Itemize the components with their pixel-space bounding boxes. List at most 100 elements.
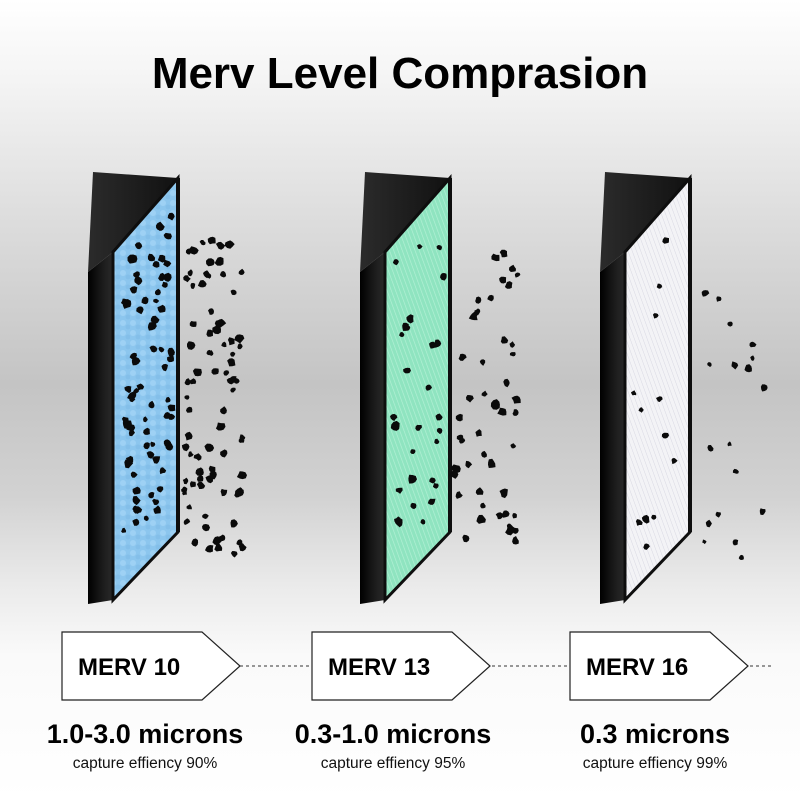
filter-panel [600,172,692,604]
dust-particle [158,272,166,281]
dust-particle [436,428,443,435]
dust-particle [509,352,516,357]
dust-particle [121,416,129,424]
dust-particle [207,236,216,245]
dust-particle [189,321,197,327]
dust-particle [223,370,230,376]
dust-particle [459,438,466,444]
dust-particle [425,384,432,391]
filter-panel [88,172,180,604]
micron-range: 1.0-3.0 microns [46,719,244,749]
caption-merv-16: 0.3 microns capture effiency 99% [530,718,780,776]
dust-particle [148,400,155,409]
dust-particle [129,352,137,359]
dust-particle [415,424,422,431]
dust-particle [505,525,514,536]
dust-particle [150,441,156,447]
dust-particle [436,245,442,251]
dust-particle [205,273,212,279]
dust-particle [204,443,215,452]
dust-particle [406,314,414,324]
dust-particle [732,468,739,474]
dust-particle [157,254,166,263]
dust-particle [147,322,157,331]
dust-particle [497,407,507,416]
dust-particle [476,514,486,524]
dust-particle [451,464,461,474]
filter-media [111,174,180,604]
dust-particle [154,288,161,296]
dust-particle [238,268,245,275]
dust-particle [638,407,644,413]
dust-particle [133,271,140,278]
dust-particle [215,241,226,250]
dust-particle [212,536,223,546]
dust-particle [635,519,643,526]
dust-particle [230,387,236,393]
dust-particle [234,490,241,498]
dust-particle [234,334,245,344]
dust-particle [432,339,442,348]
tag-arrow-shape [569,631,749,701]
dust-particle [390,413,398,421]
dust-particle [129,286,138,294]
dust-particle [731,361,739,370]
dust-particle [167,355,174,363]
dust-particle [157,304,166,313]
dust-particle [512,409,519,416]
dust-particle [131,357,141,366]
dust-particle [233,378,240,384]
dust-particle [214,256,224,266]
dust-particle [156,486,164,493]
page-title: Merv Level Comprasion [151,49,649,98]
dust-particle [707,445,714,452]
capture-efficiency: capture effiency 90% [72,755,218,772]
dust-particle [701,290,710,297]
dust-particle [132,505,138,511]
filter-frame-side [600,252,625,604]
dust-particle [631,390,637,396]
dust-particle [509,264,516,272]
dust-particle [163,232,172,240]
dust-particle [192,368,202,377]
dust-particle [127,254,138,264]
dust-particle [237,343,243,350]
dust-particle [420,519,426,525]
filter-media [383,174,452,604]
dust-particle [183,275,191,283]
dust-particle [429,477,436,484]
dust-particle [167,212,175,221]
dust-particle [163,259,172,268]
dust-particle [186,504,192,510]
dust-particle [491,253,500,262]
dust-particle [466,395,474,403]
dust-particle [162,272,172,282]
capture-efficiency: capture effiency 95% [320,755,466,772]
dust-particle [435,413,443,421]
dust-particle [392,259,399,266]
dust-particle [738,554,744,560]
dust-particle [121,527,127,533]
dust-particle [163,412,170,419]
dust-particle [656,396,663,402]
dust-particle [156,221,165,231]
dust-particle [732,539,739,546]
micron-range: 0.3-1.0 microns [294,719,492,749]
dust-particle [197,280,207,288]
dust-particle [475,296,482,304]
tags-layer: MERV 10 MERV 13 MERV 16 [61,631,749,701]
dust-particle [165,442,174,451]
dust-particle [196,468,204,477]
dust-particle [230,551,238,558]
dust-particle [410,449,416,454]
merv-label: MERV 13 [328,654,430,681]
dust-particle [220,406,227,415]
dust-particle [147,253,156,262]
dust-particle [215,422,226,431]
dust-particle [499,249,508,258]
dust-particle [462,534,470,543]
dust-particle [152,498,160,506]
filter-frame-top [600,172,690,272]
dust-particle [481,450,487,458]
dust-particle [432,483,439,489]
